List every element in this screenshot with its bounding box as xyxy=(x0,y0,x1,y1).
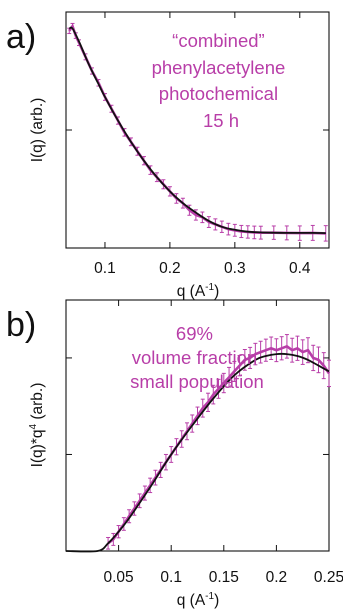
panel-a-y-axis-label: I(q) (arb.) xyxy=(29,98,46,163)
x-tick-label: 0.25 xyxy=(314,569,343,586)
x-tick-label: 0.15 xyxy=(209,569,239,586)
panel-a-annotation-line-3: photochemical xyxy=(159,83,278,104)
panel-a-ticks: 0.1 0.2 0.3 0.4 xyxy=(66,11,329,277)
panel-a-plot: 0.1 0.2 0.3 0.4 xyxy=(65,11,330,277)
panel-b-y-axis-label: I(q)*q4 (arb.) xyxy=(28,383,46,468)
x-tick-label: 0.1 xyxy=(94,260,116,277)
panel-b-data-series xyxy=(107,344,331,545)
panel-a-x-axis-label: q (A-1) xyxy=(177,282,220,300)
panel-a-label: a) xyxy=(6,18,36,56)
panel-a-annotation: “combined” phenylacetylene photochemical… xyxy=(152,30,291,131)
x-tick-label: 0.2 xyxy=(159,260,181,277)
panel-b-x-axis-label: q (A-1) xyxy=(177,591,220,609)
panel-b-frame xyxy=(65,299,330,552)
panel-a-fit-line xyxy=(68,26,326,234)
x-tick-label: 0.2 xyxy=(266,569,288,586)
panel-b-fit-line xyxy=(65,352,330,553)
panel-b-label: b) xyxy=(6,306,36,344)
x-tick-label: 0.1 xyxy=(160,569,182,586)
panel-a-annotation-line-1: “combined” xyxy=(172,30,265,51)
panel-a-annotation-line-4: 15 h xyxy=(203,110,239,131)
x-tick-label: 0.05 xyxy=(104,569,134,586)
panel-a-annotation-line-2: phenylacetylene xyxy=(152,57,286,78)
panel-b-annotation-line-1: 69% xyxy=(176,323,213,344)
panel-b-plot: 0.05 0.1 0.15 0.2 0.25 xyxy=(65,299,343,586)
x-tick-label: 0.3 xyxy=(224,260,246,277)
panel-b-annotation: 69% volume fraction small population xyxy=(130,323,264,392)
panel-b-annotation-line-3: small population xyxy=(130,371,264,392)
x-tick-label: 0.4 xyxy=(289,260,311,277)
panel-b-annotation-line-2: volume fraction xyxy=(132,347,257,368)
